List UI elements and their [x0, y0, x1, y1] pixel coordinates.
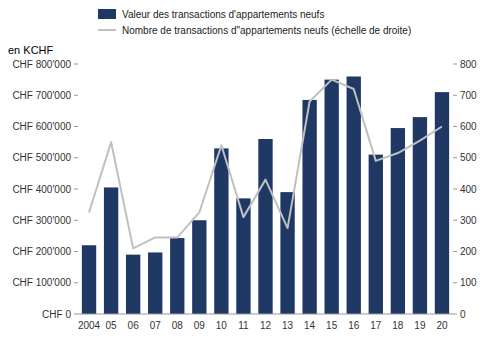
y2-tick: [453, 157, 457, 158]
y2-tick: [453, 189, 457, 190]
y-tick-label: CHF 700'000: [12, 90, 71, 101]
x-tick-label: 13: [282, 320, 294, 331]
y-tick-label: CHF 800'000: [12, 59, 71, 70]
y2-tick-label: 100: [460, 277, 477, 288]
y2-tick: [453, 282, 457, 283]
chart-container: CHF 0 CHF 100'000 CHF 200'000 CHF 300'000 CH…: [0, 0, 491, 340]
x-tick-label: 06: [128, 320, 140, 331]
y2-tick-label: 300: [460, 215, 477, 226]
y2-tick: [453, 220, 457, 221]
y2-tick-label: 500: [460, 152, 477, 163]
x-tick-label: 16: [348, 320, 360, 331]
bar: [126, 255, 140, 314]
y2-tick-label: 700: [460, 90, 477, 101]
bar: [192, 220, 206, 314]
x-tick-label: 07: [150, 320, 162, 331]
y-tick: [74, 251, 78, 252]
plot-marks: [82, 77, 449, 315]
x-tick-label: 12: [260, 320, 272, 331]
y2-tick-label: 400: [460, 184, 477, 195]
y2-tick-label: 0: [460, 309, 466, 320]
legend-swatch: [98, 9, 116, 19]
y-tick: [74, 64, 78, 65]
x-axis: 2004 05 06 07 08 09 10 11 12 13 14 15 16 17 18 19 20: [78, 314, 453, 331]
y2-tick: [453, 64, 457, 65]
legend-swatch: [98, 29, 116, 31]
y-tick: [74, 314, 78, 315]
y-tick: [74, 126, 78, 127]
y2-tick-label: 800: [460, 59, 477, 70]
y-tick: [74, 157, 78, 158]
bar: [435, 92, 449, 314]
y-tick-label: CHF 400'000: [12, 184, 71, 195]
legend-label: Valeur des transactions d'appartements n…: [122, 9, 324, 20]
y-tick: [74, 189, 78, 190]
bar: [280, 192, 294, 314]
bar: [413, 117, 427, 314]
x-tick-label: 19: [414, 320, 426, 331]
bar: [258, 139, 272, 314]
y-tick: [74, 282, 78, 283]
y-axis-label: en KCHF: [8, 44, 54, 56]
legend: Valeur des transactions d'appartements n…: [98, 9, 411, 36]
y2-tick-label: 600: [460, 121, 477, 132]
y-tick: [74, 95, 78, 96]
bar: [82, 245, 96, 314]
x-tick-label: 05: [106, 320, 118, 331]
y-tick-label: CHF 300'000: [12, 215, 71, 226]
y-axis-right: 0 100 200 300 400 500 600 700 800: [453, 59, 477, 320]
line: [89, 80, 442, 249]
bar: [214, 148, 228, 314]
x-tick-label: 11: [238, 320, 249, 331]
bar: [148, 252, 162, 314]
x-axis-line: [78, 314, 453, 315]
y-tick-label: CHF 100'000: [12, 277, 71, 288]
y2-tick: [453, 314, 457, 315]
x-tick-label: 10: [216, 320, 228, 331]
x-tick-label: 2004: [78, 320, 101, 331]
x-tick-label: 14: [304, 320, 316, 331]
y-tick: [74, 220, 78, 221]
x-tick-label: 18: [392, 320, 404, 331]
x-tick-label: 08: [172, 320, 184, 331]
bar: [391, 128, 405, 314]
y2-tick-label: 200: [460, 246, 477, 257]
y2-tick: [453, 126, 457, 127]
bar: [369, 155, 383, 314]
x-tick-label: 15: [326, 320, 338, 331]
y-tick-label: CHF 0: [42, 309, 71, 320]
bar: [325, 80, 339, 314]
x-tick-label: 17: [370, 320, 382, 331]
y2-tick: [453, 251, 457, 252]
y2-tick: [453, 95, 457, 96]
y-tick-label: CHF 200'000: [12, 246, 71, 257]
y-tick-label: CHF 500'000: [12, 152, 71, 163]
x-tick-label: 09: [194, 320, 206, 331]
y-tick-label: CHF 600'000: [12, 121, 71, 132]
legend-label: Nombre de transactions d"appartements ne…: [122, 25, 411, 36]
x-tick-label: 20: [436, 320, 448, 331]
chart-svg: CHF 0 CHF 100'000 CHF 200'000 CHF 300'000 CH…: [0, 0, 491, 340]
bar: [347, 77, 361, 315]
bar: [170, 238, 184, 314]
y-axis-left: CHF 0 CHF 100'000 CHF 200'000 CHF 300'000 CH…: [12, 59, 78, 320]
bar: [104, 187, 118, 314]
